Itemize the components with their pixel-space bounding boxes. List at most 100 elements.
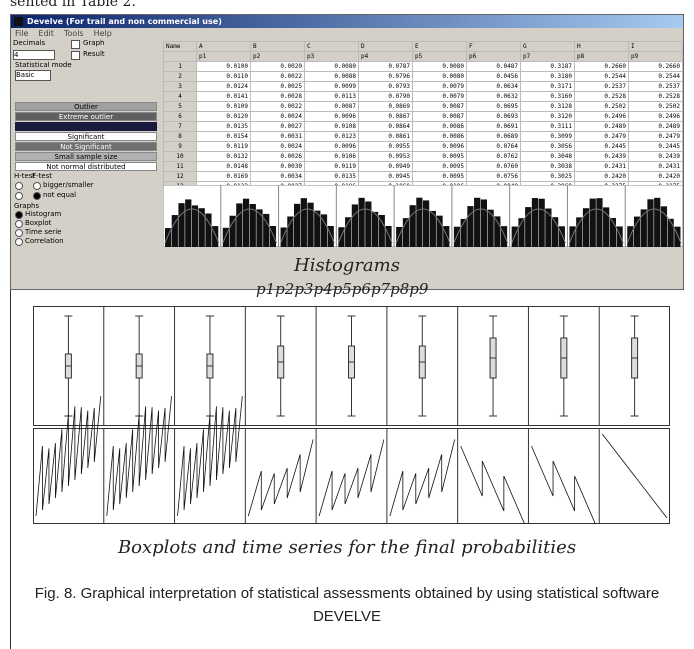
table-row: 60.01200.00240.00960.08670.00870.06930.3… (164, 112, 683, 122)
table-cell: 0.3038 (521, 162, 575, 172)
result-checkbox[interactable] (71, 51, 80, 60)
hist-bar (525, 207, 531, 247)
menu-item[interactable]: Tools (64, 29, 84, 38)
column-header: B (251, 42, 305, 52)
table-cell: 0.0095 (413, 172, 467, 182)
table-cell: 0.0031 (251, 132, 305, 142)
hist-bar (654, 198, 660, 247)
variable-label: p6 (352, 280, 371, 298)
hist-bar (359, 198, 365, 247)
column-name: p6 (467, 52, 521, 62)
menu-item[interactable]: Edit (38, 29, 54, 38)
legend-item: Not Significant (15, 142, 157, 151)
table-cell: 0.0949 (359, 162, 413, 172)
table-cell: 0.2528 (575, 92, 629, 102)
menu-item[interactable]: Help (94, 29, 112, 38)
table-cell: 0.0141 (197, 92, 251, 102)
hist-bar (365, 201, 371, 247)
legend-item: Outlier (15, 102, 157, 111)
radio[interactable] (15, 238, 23, 246)
table-cell: 0.0108 (305, 122, 359, 132)
radio[interactable] (15, 229, 23, 237)
table-cell: 0.0020 (251, 62, 305, 72)
radio[interactable] (15, 211, 23, 219)
table-cell: 0.2479 (575, 132, 629, 142)
radio[interactable] (15, 182, 23, 190)
column-name: p2 (251, 52, 305, 62)
mode-label: Statistical mode (15, 61, 72, 69)
table-cell: 0.0027 (251, 122, 305, 132)
table-cell: 0.0080 (305, 62, 359, 72)
row-label: 6 (164, 112, 197, 122)
table-cell: 0.0148 (197, 162, 251, 172)
table-cell: 0.2496 (575, 112, 629, 122)
boxplots-time-series (33, 306, 670, 524)
legend-item: Extreme outlier (15, 112, 157, 121)
table-cell: 0.0024 (251, 142, 305, 152)
table-cell: 0.0096 (305, 142, 359, 152)
table-cell: 0.3187 (521, 62, 575, 72)
column-header: I (629, 42, 683, 52)
table-cell: 0.0106 (305, 152, 359, 162)
table-cell: 0.0026 (251, 152, 305, 162)
column-header: F (467, 42, 521, 52)
graph-option: Histogram (25, 210, 61, 218)
table-cell: 0.2420 (629, 172, 683, 182)
radio[interactable] (15, 220, 23, 228)
mode-select[interactable]: Basic (15, 70, 51, 81)
row-label: 1 (164, 62, 197, 72)
table-cell: 0.0088 (305, 72, 359, 82)
corner-cell (164, 52, 197, 62)
table-cell: 0.0135 (197, 122, 251, 132)
table-cell: 0.0022 (251, 102, 305, 112)
table-cell: 0.0135 (305, 172, 359, 182)
hist-bar (379, 215, 385, 247)
table-cell: 0.0132 (197, 152, 251, 162)
table-cell: 0.0124 (197, 82, 251, 92)
graph-option: Time serie (25, 228, 61, 236)
hist-bar (236, 203, 242, 247)
hist-bar (539, 199, 545, 247)
table-cell: 0.0086 (413, 122, 467, 132)
table-cell: 0.3120 (521, 112, 575, 122)
table-cell: 0.0024 (251, 112, 305, 122)
column-name: p7 (521, 52, 575, 62)
title-bar: Develve (For trail and non commercial us… (11, 15, 683, 28)
hist-bar (352, 204, 358, 247)
left-rule (10, 290, 11, 649)
column-header: H (575, 42, 629, 52)
radio[interactable] (33, 182, 41, 190)
table-cell: 0.2445 (575, 142, 629, 152)
menu-item[interactable]: File (15, 29, 28, 38)
row-label: 5 (164, 102, 197, 112)
hist-bar (436, 216, 442, 247)
table-cell: 0.0953 (359, 152, 413, 162)
table-cell: 0.2489 (575, 122, 629, 132)
row-label: 11 (164, 162, 197, 172)
column-header: D (359, 42, 413, 52)
legend-item: Not normal distributed (15, 162, 157, 171)
table-cell: 0.0756 (467, 172, 521, 182)
column-header: E (413, 42, 467, 52)
hist-bar (661, 206, 667, 247)
table-row: 10.01000.00200.00800.07870.00800.04870.3… (164, 62, 683, 72)
graph-checkbox[interactable] (71, 40, 80, 49)
table-cell: 0.3171 (521, 82, 575, 92)
radio[interactable] (33, 192, 41, 200)
decimals-input[interactable]: 4 (13, 50, 55, 60)
radio[interactable] (15, 192, 23, 200)
table-cell: 0.0945 (359, 172, 413, 182)
column-header: C (305, 42, 359, 52)
figure-caption: Fig. 8. Graphical interpretation of stat… (17, 582, 677, 628)
variable-label: p5 (333, 280, 352, 298)
table-cell: 0.0796 (359, 72, 413, 82)
legend-item: Significant (15, 132, 157, 141)
hist-bar (301, 198, 307, 247)
row-label: 10 (164, 152, 197, 162)
table-cell: 0.2445 (629, 142, 683, 152)
table-cell: 0.0760 (467, 162, 521, 172)
table-cell: 0.0109 (197, 102, 251, 112)
hist-bar (178, 203, 184, 247)
table-cell: 0.3160 (521, 92, 575, 102)
